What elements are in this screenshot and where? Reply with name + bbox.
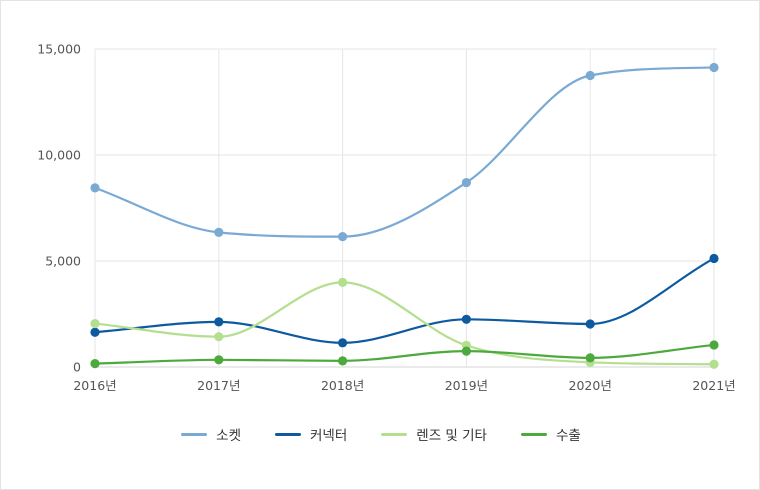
legend-item-1[interactable]: 커넥터	[275, 424, 347, 444]
data-point[interactable]	[709, 253, 719, 264]
y-tick-label: 0	[73, 360, 81, 375]
data-point[interactable]	[585, 353, 595, 363]
series-group-0	[90, 62, 719, 242]
data-point[interactable]	[709, 359, 719, 369]
x-tick-label: 2019년	[445, 378, 488, 393]
series-line-3	[93, 343, 716, 365]
legend-label-0: 소켓	[216, 428, 242, 444]
data-point[interactable]	[461, 346, 471, 356]
y-tick-label: 5,000	[45, 254, 81, 269]
series-lines	[90, 62, 719, 369]
series-group-1	[90, 253, 719, 348]
legend-item-3[interactable]: 수출	[520, 424, 581, 444]
data-point[interactable]	[585, 319, 595, 329]
data-point[interactable]	[709, 62, 719, 73]
legend-swatch-3	[520, 432, 547, 436]
data-point[interactable]	[461, 314, 471, 324]
legend-swatch-0	[181, 432, 208, 436]
legend-label-3: 수출	[555, 428, 581, 444]
series-line-2	[93, 281, 716, 366]
data-point[interactable]	[338, 277, 348, 288]
x-tick-label: 2018년	[321, 378, 364, 393]
series-line-0	[93, 66, 716, 238]
x-tick-label: 2016년	[73, 378, 116, 393]
y-axis-ticks: 0 5,000 10,000 15,000	[37, 42, 81, 375]
data-point[interactable]	[90, 359, 100, 369]
data-point[interactable]	[214, 317, 224, 327]
y-tick-label: 10,000	[37, 148, 81, 163]
x-axis-ticks: 2016년 2017년 2018년 2019년 2020년 2021년	[73, 378, 735, 393]
data-point[interactable]	[214, 355, 224, 365]
data-point[interactable]	[338, 356, 348, 366]
series-line-1	[93, 257, 716, 344]
legend-label-2: 렌즈 및 기타	[416, 428, 487, 444]
data-point[interactable]	[90, 318, 100, 329]
y-tick-label: 15,000	[37, 42, 81, 57]
data-point[interactable]	[338, 232, 348, 242]
data-point[interactable]	[585, 70, 595, 81]
grid-lines	[94, 48, 717, 368]
series-group-3	[90, 340, 719, 369]
x-tick-label: 2020년	[569, 378, 612, 393]
chart-legend: 소켓 커넥터 렌즈 및 기타 수출	[1, 423, 759, 445]
legend-label-1: 커넥터	[310, 428, 348, 444]
x-tick-label: 2017년	[197, 378, 240, 393]
legend-swatch-2	[381, 432, 408, 436]
legend-item-0[interactable]: 소켓	[181, 424, 241, 444]
data-point[interactable]	[461, 177, 471, 188]
legend-swatch-1	[275, 432, 302, 436]
data-point[interactable]	[214, 332, 224, 342]
data-point[interactable]	[90, 183, 100, 193]
data-point[interactable]	[214, 227, 224, 237]
data-point[interactable]	[709, 340, 719, 350]
legend-item-2[interactable]: 렌즈 및 기타	[381, 424, 487, 444]
x-tick-label: 2021년	[692, 378, 735, 393]
data-point[interactable]	[338, 338, 348, 348]
data-point[interactable]	[90, 327, 100, 337]
